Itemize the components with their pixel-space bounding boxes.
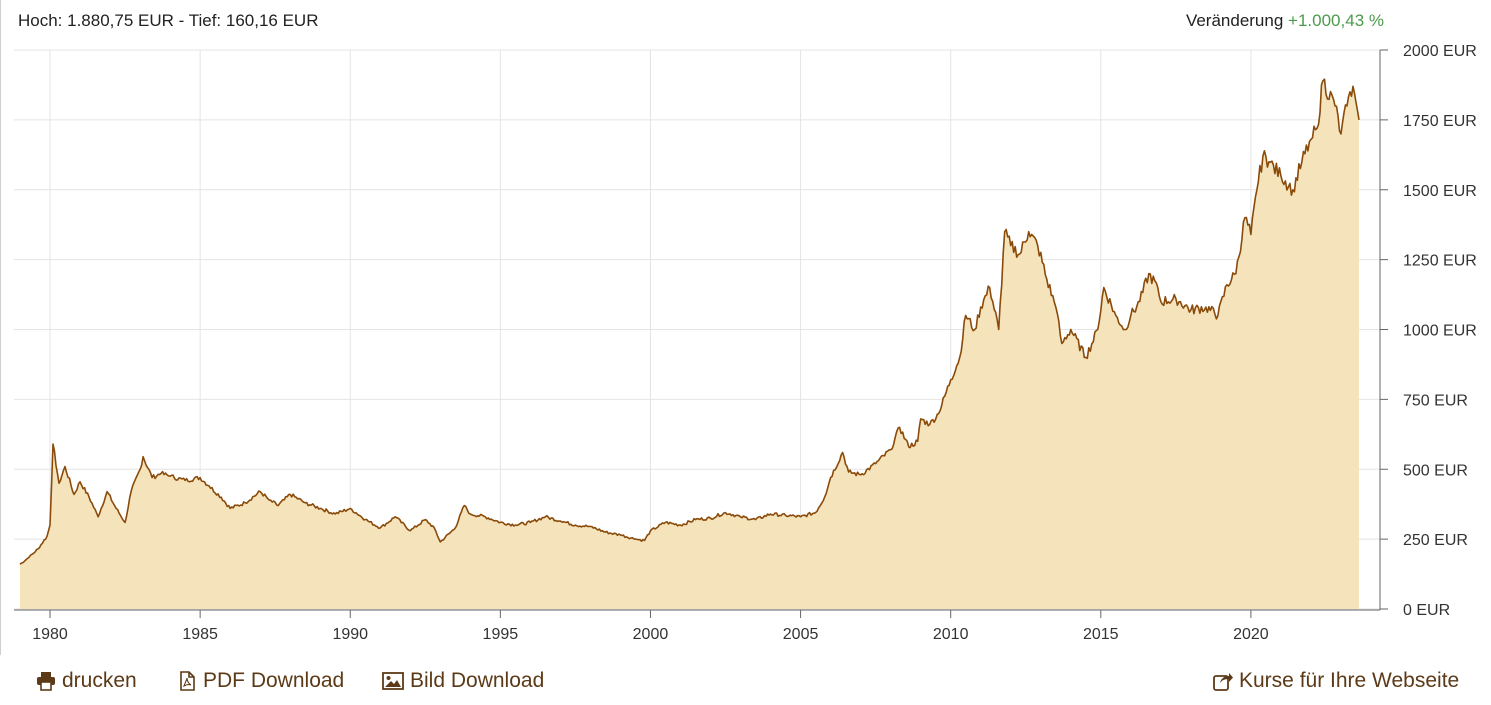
x-tick-label: 1980 (32, 626, 68, 643)
x-tick-label: 1995 (483, 626, 519, 643)
embed-quotes-link[interactable]: Kurse für Ihre Webseite (1213, 669, 1459, 693)
pdf-download-button[interactable]: PDF Download (177, 669, 344, 693)
price-line (19, 78, 1360, 565)
chart-footer: drucken PDF Download Bild Download Kur (0, 669, 1491, 699)
x-tick-label: 2000 (633, 626, 669, 643)
image-download-button[interactable]: Bild Download (382, 669, 544, 693)
print-button[interactable]: drucken (36, 669, 137, 693)
y-tick-label: 500 EUR (1403, 462, 1468, 479)
y-tick-label: 1750 EUR (1403, 113, 1477, 130)
change-summary: Veränderung +1.000,43 % (1186, 11, 1384, 31)
change-value: +1.000,43 % (1288, 11, 1384, 30)
x-tick-label: 2005 (783, 626, 819, 643)
image-icon (382, 672, 404, 690)
x-tick-label: 1990 (332, 626, 368, 643)
panel-border (0, 0, 1, 655)
x-tick-label: 2020 (1233, 626, 1269, 643)
pdf-file-icon (180, 671, 195, 691)
pdf-download-label: PDF Download (203, 669, 345, 692)
y-tick-label: 750 EUR (1403, 392, 1468, 409)
price-chart: 1980 1985 1990 1995 2000 2005 2010 2015 2020 0 EU… (14, 43, 1477, 643)
high-low-range: Hoch: 1.880,75 EUR - Tief: 160,16 EUR (18, 11, 319, 30)
y-tick-label: 1000 EUR (1403, 323, 1477, 340)
y-tick-label: 2000 EUR (1403, 43, 1477, 60)
y-tick-label: 1500 EUR (1403, 183, 1477, 200)
x-tick-label: 2015 (1083, 626, 1119, 643)
y-tick-label: 0 EUR (1403, 602, 1450, 619)
price-area-fill (20, 79, 1359, 609)
change-label: Veränderung (1185, 11, 1284, 30)
share-icon (1213, 673, 1233, 691)
x-tick-label: 1985 (182, 626, 218, 643)
image-download-label: Bild Download (410, 669, 545, 692)
x-tick-label: 2010 (933, 626, 969, 643)
print-label: drucken (62, 669, 137, 692)
embed-quotes-label: Kurse für Ihre Webseite (1239, 669, 1460, 692)
y-tick-label: 250 EUR (1403, 532, 1468, 549)
print-icon (37, 672, 55, 691)
y-tick-label: 1250 EUR (1403, 253, 1477, 270)
